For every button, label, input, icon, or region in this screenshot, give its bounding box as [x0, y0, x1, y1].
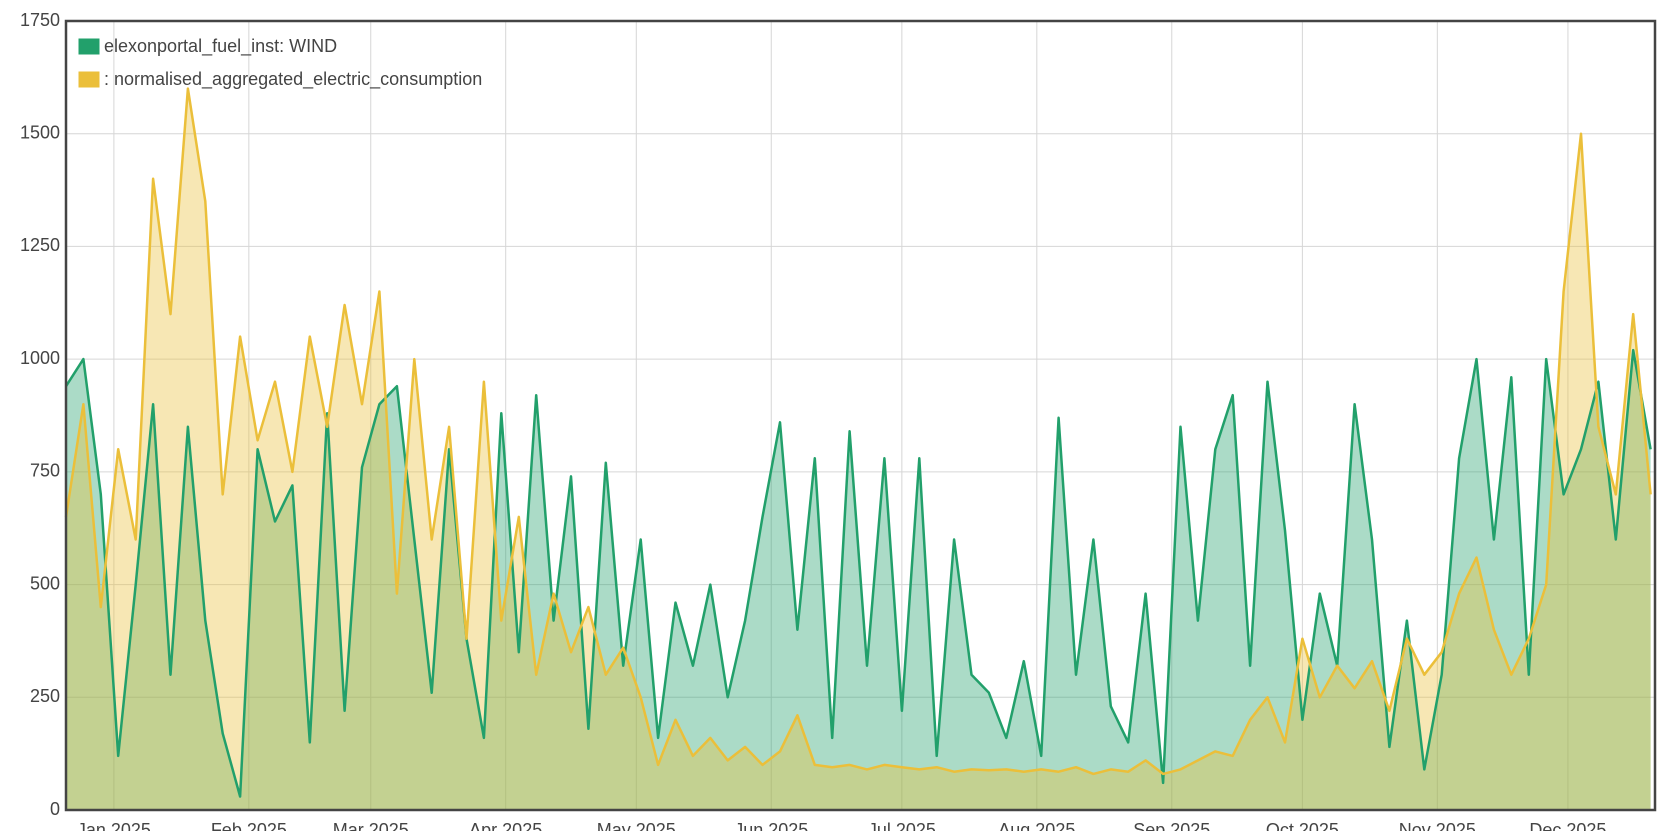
- x-tick-label: Dec 2025: [1529, 820, 1606, 831]
- legend-label: elexonportal_fuel_inst: WIND: [104, 36, 337, 57]
- legend-swatch: [77, 37, 101, 56]
- x-tick-label: Aug 2025: [998, 820, 1075, 831]
- y-tick-label: 500: [30, 573, 60, 593]
- legend-swatch: [77, 70, 101, 89]
- plot-frame: [64, 19, 1657, 812]
- legend-item: elexonportal_fuel_inst: WIND: [77, 36, 337, 57]
- series-line: [64, 348, 1652, 798]
- y-tick-label: 0: [50, 799, 60, 819]
- y-tick-label: 250: [30, 686, 60, 706]
- x-tick-label: Jul 2025: [868, 820, 936, 831]
- x-tick-label: May 2025: [597, 820, 676, 831]
- y-tick-label: 1750: [20, 10, 60, 30]
- series-area: [66, 88, 1651, 811]
- series-area: [66, 350, 1651, 810]
- legend-item: : normalised_aggregated_electric_consump…: [77, 69, 482, 90]
- x-tick-label: Feb 2025: [211, 820, 287, 831]
- y-tick-label: 750: [30, 461, 60, 481]
- y-tick-label: 1250: [20, 235, 60, 255]
- x-tick-label: Nov 2025: [1399, 820, 1476, 831]
- y-tick-label: 1000: [20, 348, 60, 368]
- x-tick-label: Apr 2025: [469, 820, 542, 831]
- x-tick-label: Jan 2025: [77, 820, 151, 831]
- x-tick-label: Oct 2025: [1266, 820, 1339, 831]
- x-tick-label: Sep 2025: [1133, 820, 1210, 831]
- series-line: [64, 87, 1652, 776]
- y-tick-label: 1500: [20, 122, 60, 142]
- legend-label: : normalised_aggregated_electric_consump…: [104, 69, 482, 90]
- x-tick-label: Jun 2025: [734, 820, 808, 831]
- x-tick-label: Mar 2025: [333, 820, 409, 831]
